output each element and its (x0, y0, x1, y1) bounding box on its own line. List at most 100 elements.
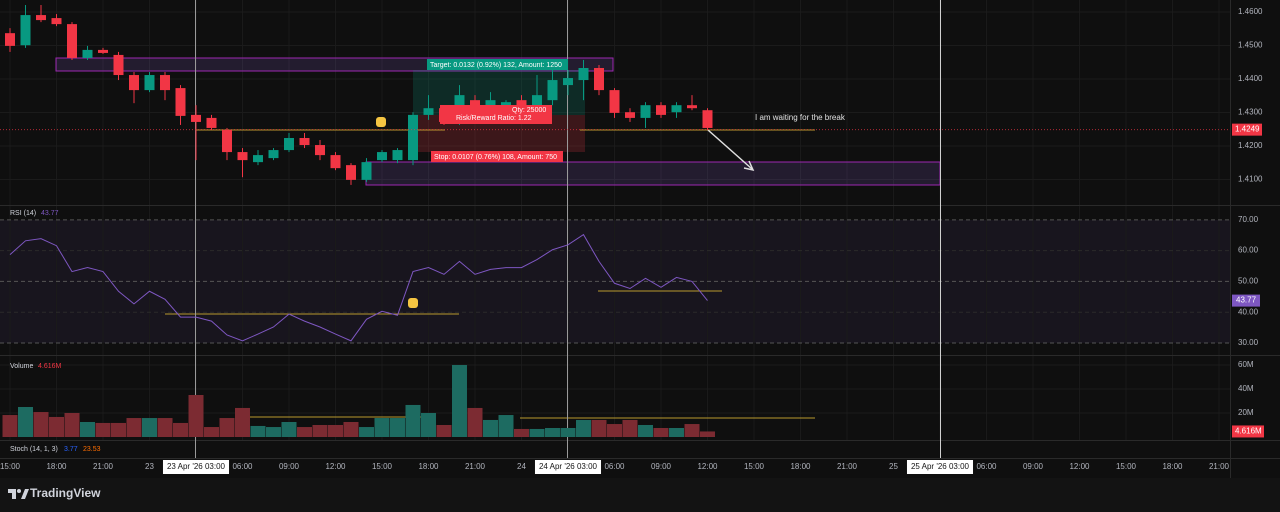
volume-bar (312, 425, 328, 437)
x-tick-label: 21:00 (837, 462, 858, 471)
candle-body (624, 112, 635, 118)
volume-last-label: 4.616M (1235, 427, 1262, 436)
logo-mark (17, 489, 21, 493)
last-price-label: 1.4249 (1235, 125, 1260, 134)
candle-body (702, 110, 713, 128)
candle-body (330, 155, 341, 169)
candle-body (593, 67, 604, 91)
arrow-head (743, 160, 755, 172)
target-label: Target: 0.0132 (0.92%) 132, Amount: 1250 (430, 62, 562, 69)
volume-bar (126, 418, 142, 437)
rsi-line (9, 233, 708, 342)
x-tick-label: 21:00 (1209, 462, 1230, 471)
candle-body (345, 165, 356, 180)
rsi-value: 43.77 (41, 210, 59, 217)
info-label-box (440, 105, 552, 124)
stoch-k: 3.77 (64, 446, 78, 453)
volume-bar (141, 418, 157, 437)
x-tick-label: 15:00 (0, 462, 21, 471)
candle-body (283, 138, 294, 151)
volume-bar (79, 422, 95, 437)
volume-bar (296, 427, 312, 437)
volume-bar (48, 416, 64, 437)
volume-bar (17, 407, 33, 437)
x-tick-highlight (534, 460, 602, 474)
target-label-box (427, 59, 568, 70)
x-tick-label: 24 Apr '26 03:00 (539, 462, 598, 471)
rsi-last-box (1232, 294, 1260, 307)
candle-body (361, 162, 372, 180)
volume-bar (513, 428, 529, 437)
x-tick-label: 21:00 (465, 462, 486, 471)
y-tick-label: 60.00 (1238, 246, 1259, 255)
volume-bar (420, 413, 436, 437)
candle-body (562, 78, 573, 86)
candle-body (268, 150, 279, 159)
volume-bar (188, 395, 204, 437)
x-tick-highlight (906, 460, 974, 474)
marks (0, 5, 1230, 437)
candle-body (221, 129, 232, 153)
volume-bar (436, 425, 452, 437)
volume-bar (33, 412, 49, 437)
volume-bar (157, 418, 173, 437)
candle-body (392, 150, 403, 161)
volume-bar (560, 428, 576, 437)
volume-last-box (1232, 425, 1264, 438)
y-tick-label: 1.4200 (1238, 141, 1263, 150)
candle-body (144, 75, 155, 91)
volume-bar (529, 428, 545, 437)
candle-body (97, 49, 108, 53)
x-tick-label: 25 Apr '26 03:00 (911, 462, 970, 471)
stoch-d: 23.53 (83, 446, 101, 453)
volume-bar (2, 415, 18, 437)
volume-bar (467, 407, 483, 437)
y-tick-label: 50.00 (1238, 277, 1259, 286)
rsi-last-label: 43.77 (1236, 296, 1257, 305)
candle-body (299, 138, 310, 146)
y-tick-label: 20M (1238, 408, 1254, 417)
candle-body (128, 75, 139, 91)
x-tick-label: 12:00 (697, 462, 718, 471)
last-price-box (1232, 123, 1262, 136)
candle-body (485, 100, 496, 109)
x-tick-label: 12:00 (1069, 462, 1090, 471)
x-tick-label: 24 (517, 462, 526, 471)
candle-body (175, 88, 186, 116)
volume-value: 4.616M (38, 363, 62, 370)
volume-bar (95, 422, 111, 437)
arrow (707, 129, 755, 172)
volume-bar (343, 422, 359, 437)
y-tick-label: 70.00 (1238, 215, 1259, 224)
candle-body (640, 105, 651, 118)
volume-bar (668, 428, 684, 437)
volume-bar (575, 419, 591, 437)
x-tick-label: 21:00 (93, 462, 114, 471)
candle-body (82, 49, 93, 58)
candle-body (252, 155, 263, 163)
candle-body (237, 152, 248, 161)
stop-label: Stop: 0.0107 (0.76%) 108, Amount: 750 (434, 154, 557, 161)
x-tick-label: 06:00 (976, 462, 997, 471)
y-tick-label: 60M (1238, 360, 1254, 369)
volume-title: Volume (10, 363, 33, 370)
candle-body (113, 54, 124, 76)
candle-body (190, 114, 201, 122)
volume-bar (684, 424, 700, 437)
candle-body (20, 15, 31, 46)
volume-bar (591, 419, 607, 437)
y-tick-label: 40.00 (1238, 307, 1259, 316)
x-tick-label: 15:00 (372, 462, 393, 471)
volume-bar (203, 427, 219, 437)
volume-bar (637, 425, 653, 437)
candle-body (423, 108, 434, 115)
x-tick-label: 18:00 (790, 462, 811, 471)
x-tick-label: 23 Apr '26 03:00 (167, 462, 226, 471)
x-tick-label: 23 (145, 462, 154, 471)
volume-bar (389, 418, 405, 437)
volume-bar (451, 365, 467, 437)
volume-bar (606, 424, 622, 437)
y-tick-label: 1.4600 (1238, 7, 1263, 16)
